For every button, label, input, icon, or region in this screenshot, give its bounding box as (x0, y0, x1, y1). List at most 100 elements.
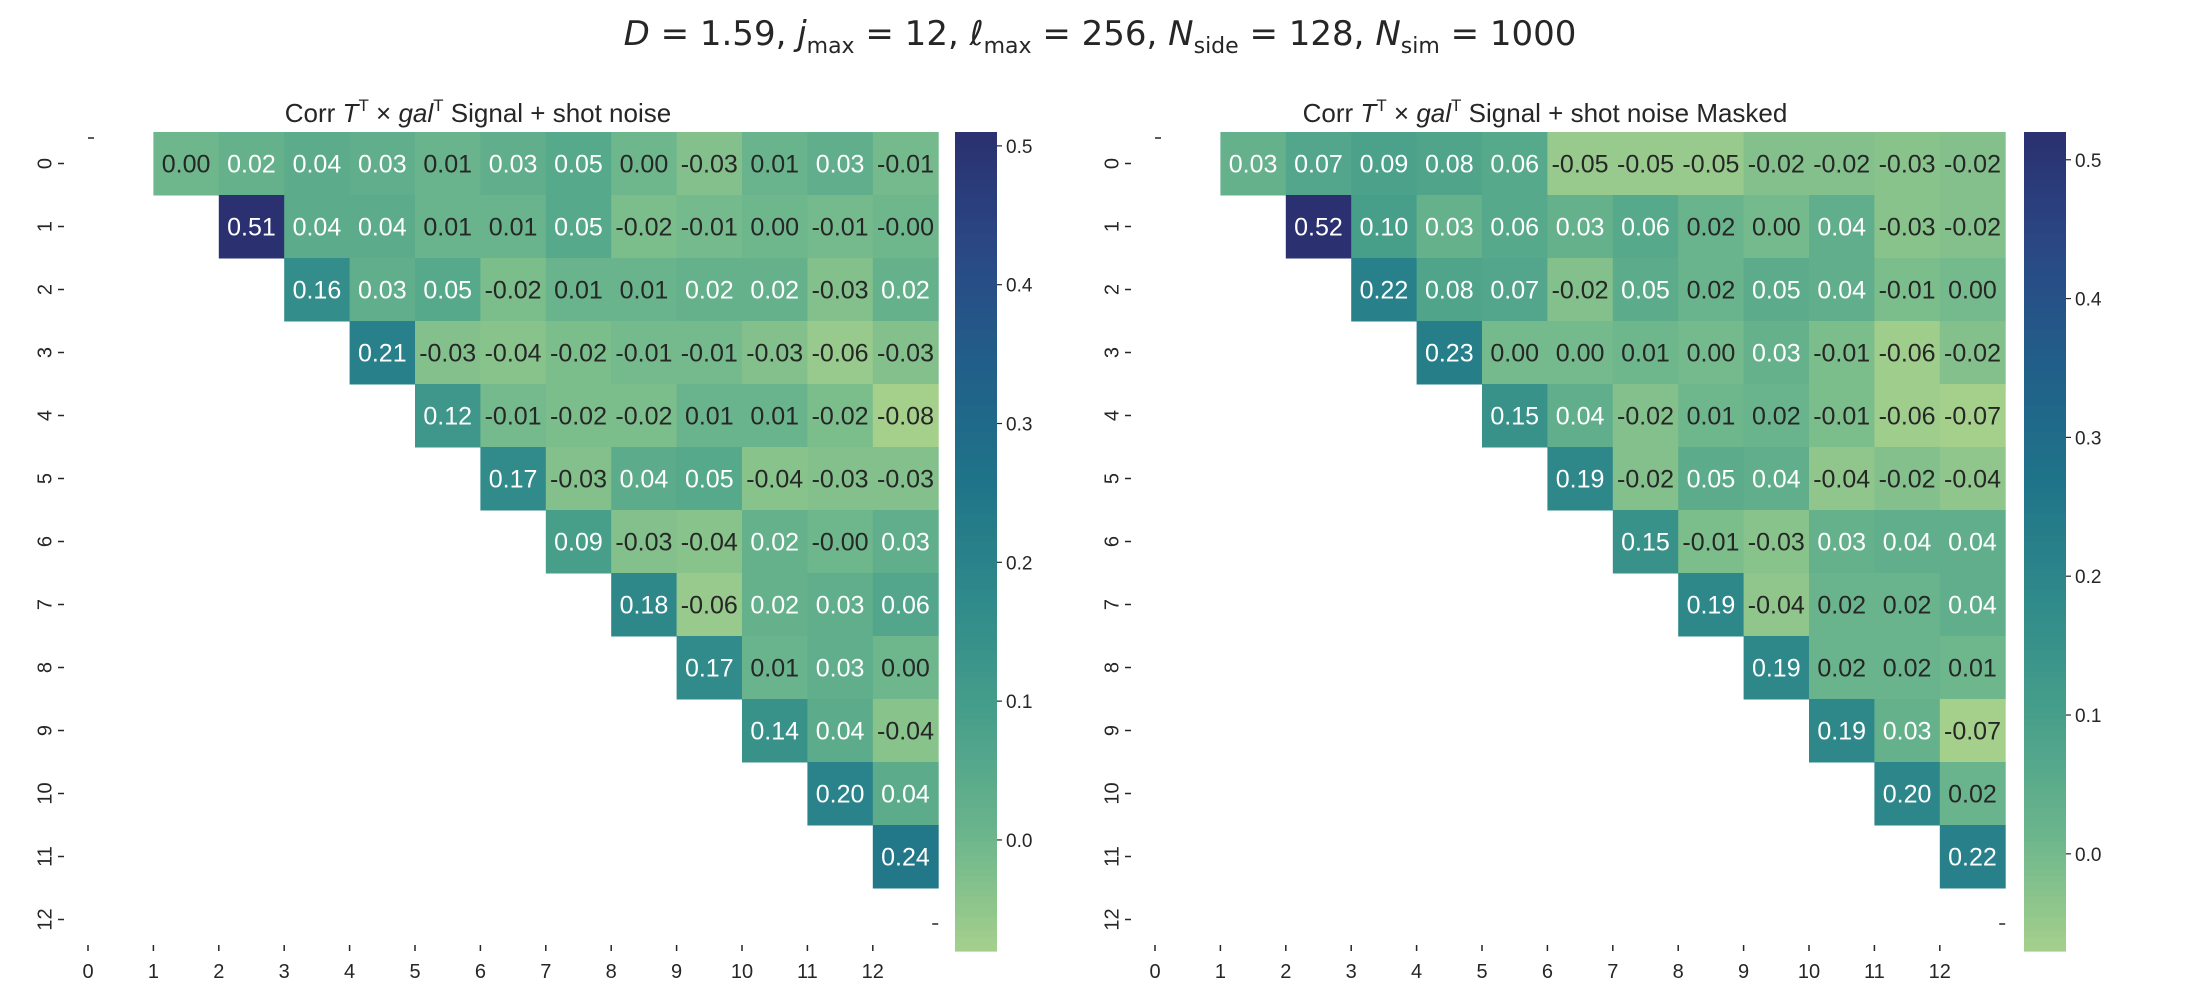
colorbar-segment (2024, 657, 2066, 665)
colorbar-segment (2024, 780, 2066, 788)
heatmap-cell (1285, 132, 1352, 196)
cell-value-label: 0.02 (750, 529, 799, 557)
cell-value-label: 0.00 (1948, 277, 1997, 305)
y-tick-label: 4 (1101, 410, 1123, 421)
heatmap-cell (1547, 447, 1614, 511)
colorbar-segment (2024, 862, 2066, 870)
cell-value-label: -0.02 (1813, 151, 1870, 179)
heatmap-cell (1482, 321, 1548, 385)
cell-value-label: -0.05 (1617, 151, 1674, 179)
heatmap-cell (480, 384, 547, 448)
colorbar-segment (2024, 739, 2066, 747)
cell-value-label: 0.02 (750, 277, 799, 305)
heatmap-cell (807, 321, 874, 385)
colorbar-segment (955, 391, 997, 399)
heatmap-cell (1547, 195, 1614, 259)
colorbar-segment (955, 759, 997, 768)
heatmap-cell (872, 699, 939, 763)
cell-value-label: -0.01 (1879, 277, 1936, 305)
cell-value-label: 0.07 (1490, 277, 1539, 305)
heatmap-cell (1678, 321, 1745, 385)
cell-value-label: 0.02 (1687, 214, 1736, 242)
heatmap-cell (545, 321, 612, 385)
colorbar-segment (955, 848, 997, 857)
colorbar-segment (2024, 152, 2066, 160)
colorbar-segment (955, 418, 997, 427)
colorbar-segment (2024, 200, 2066, 208)
x-tick-label: 8 (1673, 961, 1684, 983)
cell-value-label: 0.51 (227, 214, 276, 242)
heatmap-cell (1482, 195, 1548, 259)
colorbar-segment (2024, 855, 2066, 863)
colorbar-segment (2024, 759, 2066, 768)
colorbar-segment (2024, 896, 2066, 904)
cell-value-label: 0.01 (1687, 403, 1736, 431)
cell-value-label: 0.04 (1817, 214, 1866, 242)
heatmap-cell (676, 636, 743, 700)
colorbar-segment (2024, 295, 2066, 304)
colorbar-segment (2024, 459, 2066, 468)
cell-value-label: 0.14 (750, 718, 799, 746)
colorbar-segment (955, 521, 997, 529)
colorbar-segment (2024, 282, 2066, 290)
colorbar-segment (955, 466, 997, 474)
heatmap-cell (611, 384, 678, 448)
colorbar-segment (2024, 288, 2066, 297)
colorbar-segment (2024, 698, 2066, 706)
colorbar-segment (955, 514, 997, 522)
heatmap-cell (1547, 258, 1614, 322)
colorbar-segment (955, 637, 997, 645)
cell-value-label: 0.04 (620, 466, 669, 494)
colorbar-segment (955, 452, 997, 461)
cell-value-label: 0.05 (423, 277, 472, 305)
x-tick-label: 12 (1929, 961, 1951, 983)
heatmap-cell (1809, 195, 1875, 259)
heatmap-cell (1874, 447, 1941, 511)
x-tick-label: 6 (1542, 961, 1553, 983)
colorbar-segment (2024, 248, 2066, 256)
heatmap-cell (676, 510, 743, 574)
heatmap-cell (349, 132, 416, 196)
colorbar-tick-label: 0.2 (1006, 553, 1032, 574)
cell-value-label: 0.05 (1621, 277, 1670, 305)
colorbar-segment (2024, 534, 2066, 543)
colorbar-segment (955, 323, 997, 331)
colorbar-segment (955, 575, 997, 584)
heatmap-cell (218, 132, 285, 196)
heatmap-cell (480, 258, 547, 322)
colorbar-segment (955, 561, 997, 570)
heatmap-cell (611, 510, 678, 574)
colorbar-segment (2024, 234, 2066, 242)
colorbar-segment (955, 773, 997, 781)
cell-value-label: -0.01 (681, 340, 738, 368)
colorbar-segment (2024, 138, 2066, 147)
colorbar-segment (955, 316, 997, 324)
colorbar-segment (2024, 302, 2066, 311)
x-tick-label: 5 (1476, 961, 1487, 983)
colorbar-segment (955, 459, 997, 468)
colorbar-segment (2024, 159, 2066, 167)
colorbar-segment (955, 684, 997, 693)
cell-value-label: 0.02 (1687, 277, 1736, 305)
colorbar-segment (955, 712, 997, 720)
cell-value-label: 0.03 (1229, 151, 1278, 179)
heatmap-cell (1939, 699, 2006, 763)
heatmap-cell (1416, 195, 1483, 259)
cell-value-label: -0.02 (1944, 340, 2001, 368)
heatmap-cell (1874, 384, 1941, 448)
colorbar-segment (2024, 561, 2066, 570)
heatmap-cell (284, 195, 351, 259)
colorbar-segment (2024, 643, 2066, 652)
heatmap-cell (611, 258, 678, 322)
y-tick-label: 0 (1101, 158, 1123, 169)
cell-value-label: 0.03 (1425, 214, 1474, 242)
x-tick-label: 7 (540, 961, 551, 983)
colorbar-segment (2024, 650, 2066, 659)
colorbar-segment (955, 937, 997, 945)
cell-value-label: 0.03 (816, 592, 865, 620)
colorbar-segment (955, 132, 997, 140)
cell-value-label: -0.04 (485, 340, 542, 368)
heatmap-cell (611, 447, 678, 511)
colorbar-segment (955, 923, 997, 932)
